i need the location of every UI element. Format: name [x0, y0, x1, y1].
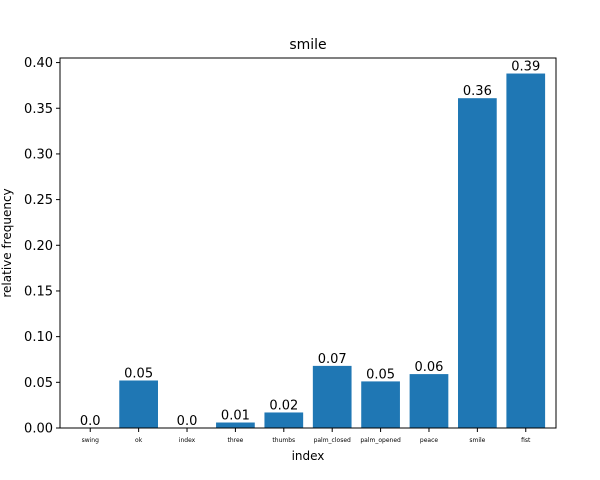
y-tick-label: 0.40 [24, 56, 53, 71]
bar-three [216, 422, 255, 428]
data-label-palm-closed: 0.07 [318, 352, 347, 367]
bar-palm-opened [361, 381, 400, 428]
y-tick-label: 0.05 [24, 376, 53, 391]
plot-area-frame [59, 57, 557, 429]
data-label-smile: 0.36 [463, 84, 492, 99]
data-label-ok: 0.05 [124, 366, 153, 381]
x-tick-label-thumbs: thumbs [272, 437, 295, 444]
bar-thumbs [264, 412, 304, 428]
data-label-thumbs: 0.02 [269, 398, 298, 413]
y-axis-label: relative frequency [0, 188, 14, 297]
y-tick-label: 0.10 [24, 330, 53, 345]
y-tick-label: 0.00 [24, 422, 53, 437]
bar-palm-closed [312, 365, 352, 428]
x-tick-label-three: three [227, 437, 243, 444]
x-axis-label: index [292, 449, 325, 463]
y-tick-label: 0.15 [24, 284, 53, 299]
data-label-swing: 0.0 [80, 414, 101, 429]
x-tick-label-index: index [179, 437, 196, 444]
bar-ok [119, 380, 158, 428]
y-axis-ticks: 0.00 0.05 0.10 0.15 0.20 0.25 0.30 0.35 0.40 [24, 56, 60, 437]
data-label-peace: 0.06 [415, 360, 444, 375]
data-label-index: 0.0 [177, 414, 198, 429]
bars-group [119, 73, 546, 428]
data-label-three: 0.01 [221, 409, 250, 424]
y-tick-label: 0.35 [24, 102, 53, 117]
x-tick-label-palm-closed: palm_closed [314, 437, 351, 444]
x-tick-label-palm-opened: palm_opened [360, 437, 401, 444]
x-tick-label-smile: smile [469, 437, 485, 444]
x-tick-label-fist: fist [521, 437, 531, 444]
y-tick-label: 0.30 [24, 147, 53, 162]
bar-fist [506, 73, 546, 428]
x-tick-label-ok: ok [135, 437, 143, 444]
y-tick-label: 0.25 [24, 193, 53, 208]
x-axis-ticks: swing ok index three thumbs palm_closed palm_o… [82, 428, 531, 444]
x-tick-label-swing: swing [82, 437, 100, 444]
data-label-fist: 0.39 [511, 60, 540, 75]
bar-labels-group: 0.0 0.05 0.0 0.01 0.02 0.07 0.05 0.06 0.36 0.39 [80, 60, 540, 429]
chart-title: smile [289, 37, 326, 53]
x-tick-label-peace: peace [420, 437, 438, 444]
bar-peace [409, 374, 449, 428]
data-label-palm-opened: 0.05 [366, 367, 395, 382]
y-tick-label: 0.20 [24, 239, 53, 254]
bar-smile [458, 98, 497, 428]
